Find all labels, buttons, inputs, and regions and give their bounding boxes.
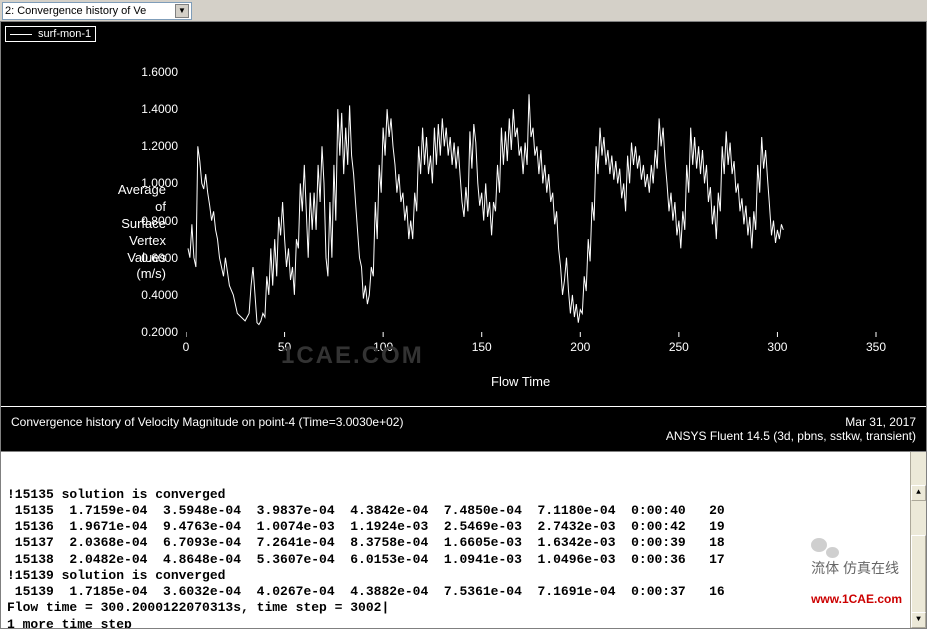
plot-area: surf-mon-1 Average of Surface Vertex Val…	[0, 22, 927, 452]
scroll-thumb[interactable]	[911, 535, 926, 615]
y-tick-label: 1.2000	[118, 139, 178, 153]
x-tick-label: 350	[856, 340, 896, 354]
scrollbar[interactable]: ▲ ▼	[910, 452, 926, 628]
y-tick-label: 0.4000	[118, 288, 178, 302]
scroll-up-icon[interactable]: ▲	[911, 485, 926, 501]
caption-left: Convergence history of Velocity Magnitud…	[11, 415, 403, 443]
dropdown-label: 2: Convergence history of Ve	[5, 5, 146, 17]
y-tick-label: 0.8000	[118, 214, 178, 228]
y-axis-title: Average of Surface Vertex Values (m/s)	[118, 182, 166, 283]
x-tick-label: 250	[659, 340, 699, 354]
x-axis-title: Flow Time	[491, 374, 550, 389]
y-tick-label: 1.6000	[118, 65, 178, 79]
legend-line-icon	[10, 34, 32, 35]
console-output: !15135 solution is converged 15135 1.715…	[0, 452, 927, 629]
footer-watermark: 流体 仿真在线 www.1CAE.com	[798, 521, 902, 623]
view-dropdown[interactable]: 2: Convergence history of Ve ▼	[2, 2, 192, 20]
caption-row: Convergence history of Velocity Magnitud…	[1, 406, 926, 451]
y-tick-label: 1.4000	[118, 102, 178, 116]
x-tick-label: 0	[166, 340, 206, 354]
legend-label: surf-mon-1	[38, 28, 91, 40]
scroll-down-icon[interactable]: ▼	[911, 612, 926, 628]
chart-svg	[186, 62, 886, 352]
x-tick-label: 200	[560, 340, 600, 354]
chevron-down-icon: ▼	[175, 4, 189, 18]
toolbar: 2: Convergence history of Ve ▼	[0, 0, 927, 22]
y-tick-label: 0.2000	[118, 325, 178, 339]
y-tick-label: 0.6000	[118, 251, 178, 265]
x-tick-label: 300	[757, 340, 797, 354]
legend: surf-mon-1	[5, 26, 96, 42]
wechat-icon	[811, 536, 839, 560]
watermark: 1CAE.COM	[281, 342, 424, 370]
x-tick-label: 150	[462, 340, 502, 354]
caption-right: Mar 31, 2017 ANSYS Fluent 14.5 (3d, pbns…	[666, 415, 916, 443]
y-tick-label: 1.0000	[118, 176, 178, 190]
